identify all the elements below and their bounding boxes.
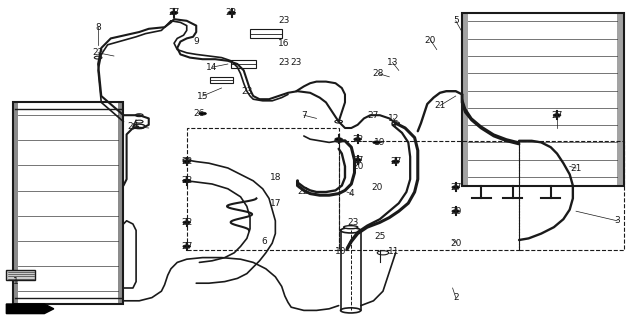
Bar: [6, 270, 35, 280]
Polygon shape: [6, 304, 54, 314]
Bar: [339, 141, 519, 250]
Ellipse shape: [373, 141, 380, 144]
Ellipse shape: [94, 56, 102, 59]
Text: 22: 22: [297, 188, 308, 196]
Text: 6: 6: [261, 237, 268, 246]
Ellipse shape: [354, 159, 361, 162]
Ellipse shape: [135, 120, 143, 123]
Bar: [250, 29, 282, 38]
Text: 19: 19: [374, 138, 385, 147]
Text: 11: 11: [388, 247, 399, 256]
Text: 25: 25: [374, 232, 385, 241]
Ellipse shape: [170, 12, 178, 14]
Text: 2: 2: [453, 293, 458, 302]
Ellipse shape: [183, 179, 191, 182]
Text: 20: 20: [450, 207, 461, 216]
Text: 22: 22: [92, 48, 104, 57]
Text: 22: 22: [181, 157, 192, 166]
Text: 21: 21: [570, 164, 582, 172]
Text: 27: 27: [352, 156, 363, 164]
Text: 20: 20: [371, 183, 382, 192]
Text: 27: 27: [168, 8, 180, 17]
Text: 5: 5: [453, 16, 459, 25]
Text: 27: 27: [181, 242, 192, 251]
Ellipse shape: [335, 138, 342, 141]
Ellipse shape: [183, 160, 191, 163]
Ellipse shape: [183, 159, 191, 162]
Ellipse shape: [344, 226, 358, 229]
Text: 20: 20: [352, 162, 363, 171]
Text: 8: 8: [95, 23, 101, 32]
Bar: [13, 102, 18, 304]
Text: 27: 27: [551, 111, 563, 120]
Ellipse shape: [134, 124, 145, 129]
Ellipse shape: [553, 114, 561, 117]
Bar: [13, 102, 123, 304]
Ellipse shape: [392, 160, 399, 163]
Text: 16: 16: [278, 39, 289, 48]
Bar: [617, 13, 624, 186]
Text: 7: 7: [301, 111, 307, 120]
Text: 4: 4: [349, 189, 354, 198]
Ellipse shape: [183, 245, 191, 248]
Text: 18: 18: [270, 173, 281, 182]
Bar: [462, 13, 624, 186]
Text: 27: 27: [368, 111, 379, 120]
Text: 17: 17: [270, 199, 281, 208]
Text: 22: 22: [352, 135, 363, 144]
Ellipse shape: [199, 112, 206, 115]
Ellipse shape: [377, 251, 389, 255]
Text: 9: 9: [193, 37, 199, 46]
Ellipse shape: [335, 120, 342, 123]
Text: 23: 23: [241, 87, 253, 96]
Text: 22: 22: [225, 8, 237, 17]
Text: 26: 26: [194, 109, 205, 118]
Bar: [462, 13, 468, 186]
Text: 22: 22: [181, 176, 192, 185]
Ellipse shape: [183, 179, 191, 182]
Ellipse shape: [392, 122, 399, 125]
Text: 24: 24: [127, 122, 139, 131]
Ellipse shape: [452, 186, 460, 189]
Text: 3: 3: [614, 216, 620, 225]
Ellipse shape: [452, 210, 460, 213]
Text: 15: 15: [197, 92, 208, 100]
Ellipse shape: [341, 308, 361, 313]
Text: 1: 1: [13, 277, 19, 286]
Bar: [519, 141, 624, 250]
Text: 20: 20: [425, 36, 436, 44]
Text: 12: 12: [388, 114, 399, 123]
Bar: [118, 102, 123, 304]
Ellipse shape: [228, 12, 235, 14]
Bar: [210, 76, 233, 84]
Text: 23: 23: [348, 218, 359, 227]
Text: 27: 27: [390, 157, 401, 166]
Text: 14: 14: [206, 63, 218, 72]
Ellipse shape: [135, 114, 143, 117]
Ellipse shape: [354, 138, 361, 141]
Text: 10: 10: [335, 247, 346, 256]
Bar: [187, 128, 339, 250]
Ellipse shape: [183, 221, 191, 224]
Text: 28: 28: [373, 69, 384, 78]
Text: 23: 23: [278, 16, 289, 25]
Bar: [341, 230, 361, 310]
Text: 27: 27: [450, 183, 461, 192]
Text: 21: 21: [434, 101, 446, 110]
Ellipse shape: [341, 228, 361, 233]
Text: 22: 22: [181, 218, 192, 227]
Text: 13: 13: [387, 58, 398, 67]
Ellipse shape: [335, 140, 342, 142]
Bar: [231, 60, 256, 68]
Text: 23: 23: [278, 58, 289, 67]
Text: 23: 23: [291, 58, 302, 67]
Text: 20: 20: [450, 239, 461, 248]
